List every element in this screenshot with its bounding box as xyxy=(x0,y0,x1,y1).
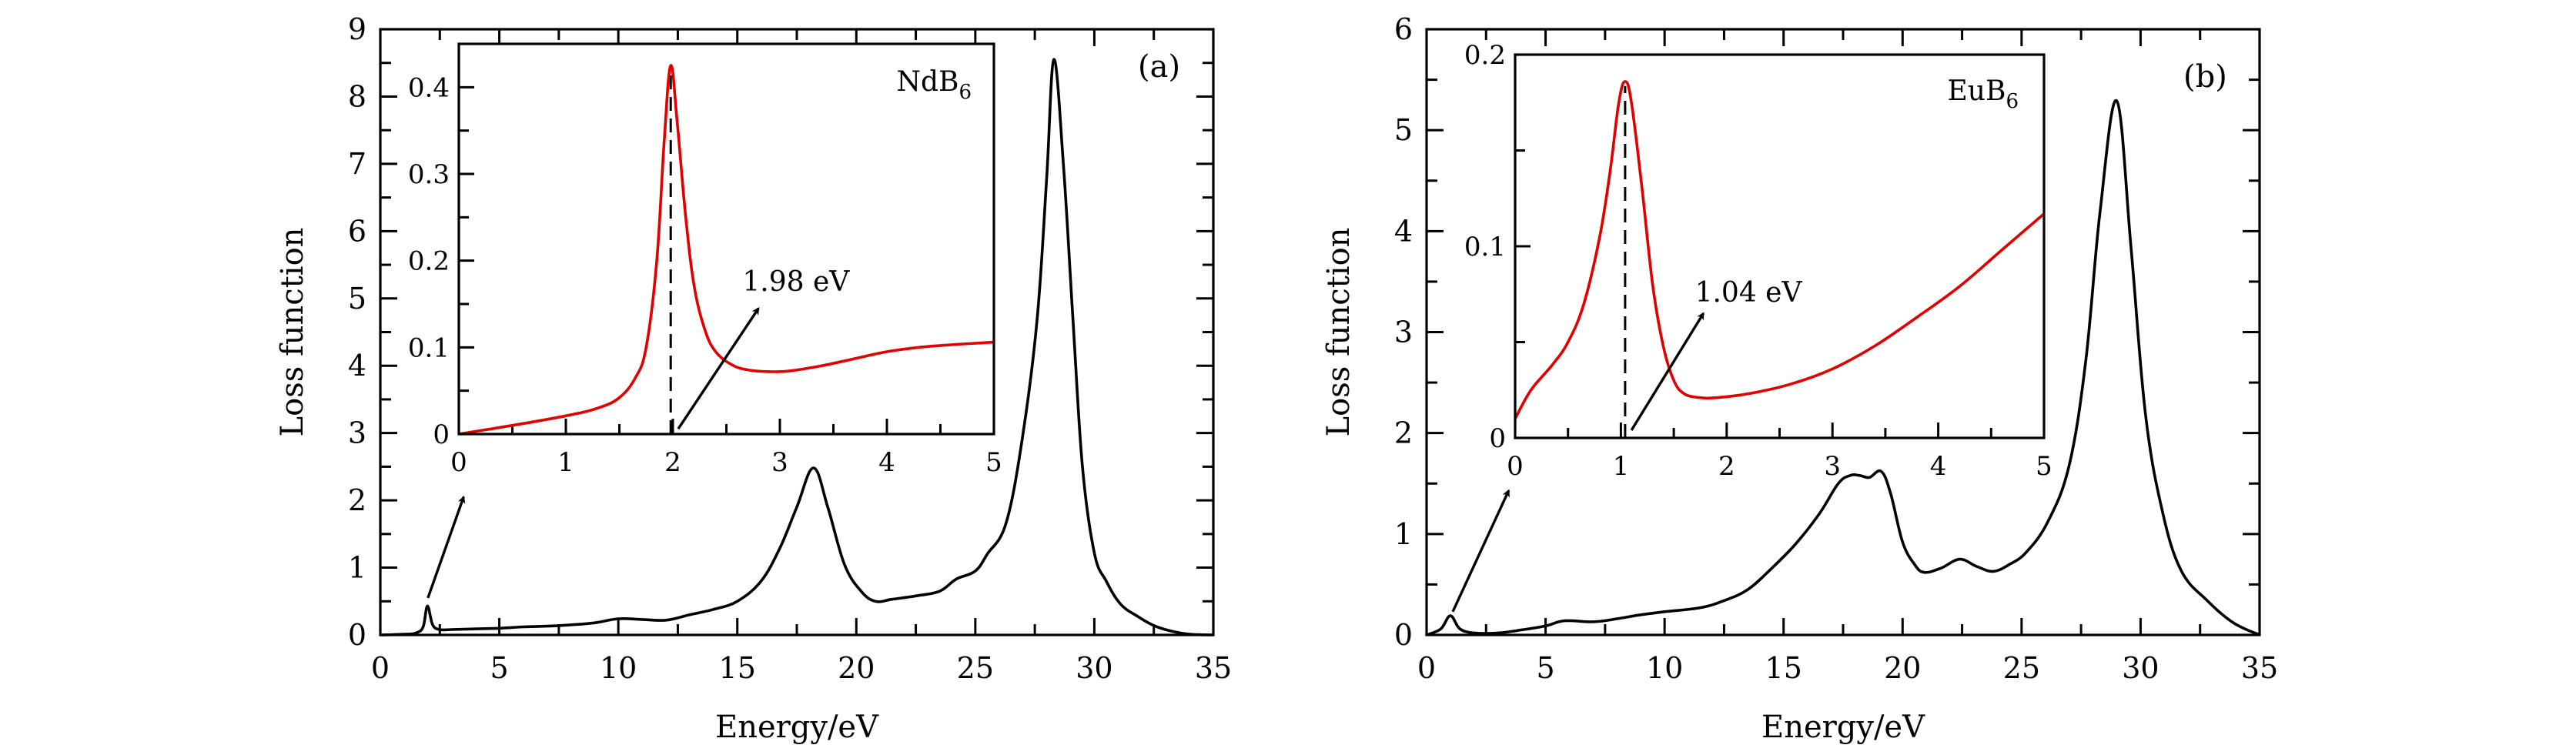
inset-x-tick-label: 4 xyxy=(878,447,895,478)
material-label-subscript: 6 xyxy=(958,81,972,104)
y-tick-label: 5 xyxy=(348,282,366,316)
panel-a-x-ticks: 0 5 10 15 20 25 30 35 xyxy=(371,29,1232,685)
panel-b-inset-background xyxy=(1515,55,2044,438)
y-tick-label: 1 xyxy=(1394,517,1413,551)
panel-b-axis-frame xyxy=(1425,28,2261,636)
panel-b-inset: 0 1 2 3 4 5 0 0.1 0.2 1.04 eV EuB6 xyxy=(1464,40,2052,482)
y-tick-label: 6 xyxy=(348,214,366,248)
inset-x-tick-label: 5 xyxy=(2036,451,2052,482)
y-tick-label: 7 xyxy=(348,147,366,181)
inset-x-tick-label: 4 xyxy=(1930,451,1947,482)
x-tick-label: 20 xyxy=(838,651,875,685)
x-tick-label: 5 xyxy=(1536,651,1554,685)
panel-a-inset-peak-label: 1.98 eV xyxy=(742,266,850,298)
panel-a-inset-y-ticks: 0 0.1 0.2 0.3 0.4 xyxy=(408,42,474,450)
x-tick-label: 25 xyxy=(2003,651,2040,685)
panel-a-inset: 0 1 2 3 4 5 0 0.1 0.2 0.3 0.4 1.98 eV NdB6 xyxy=(408,42,1002,478)
inset-x-tick-label: 0 xyxy=(1507,451,1524,482)
panel-b-inset-arrow xyxy=(1630,312,1705,431)
material-label-main: NdB xyxy=(896,66,958,98)
panel-b-inset-y-ticks: 0 0.1 0.2 xyxy=(1464,40,1531,454)
material-label-main: EuB xyxy=(1948,75,2006,107)
y-tick-label: 3 xyxy=(1394,316,1413,349)
panel-b-y-axis-title: Loss function xyxy=(1321,228,1357,437)
inset-y-tick-label: 0.1 xyxy=(1464,232,1506,262)
x-tick-label: 15 xyxy=(1765,651,1802,685)
y-tick-label: 5 xyxy=(1394,113,1413,147)
material-label-subscript: 6 xyxy=(2006,90,2019,113)
y-tick-label: 2 xyxy=(348,483,366,517)
x-tick-label: 35 xyxy=(1195,651,1232,685)
panel-b-inset-frame xyxy=(1514,53,2046,439)
panel-b-inset-material-label: EuB6 xyxy=(1948,75,2019,113)
y-tick-label: 8 xyxy=(348,79,366,113)
panel-b-inset-peak-label: 1.04 eV xyxy=(1695,277,1803,309)
panel-a-inset-x-ticks: 0 1 2 3 4 5 xyxy=(450,419,1002,478)
inset-x-tick-label: 5 xyxy=(985,447,1002,478)
panel-a-y-ticks: 0 1 2 3 4 5 6 7 8 9 xyxy=(348,12,1213,652)
x-tick-label: 0 xyxy=(1417,651,1436,685)
panel-a-inset-frame xyxy=(457,42,995,436)
inset-y-tick-label: 0.4 xyxy=(408,72,450,103)
x-tick-label: 35 xyxy=(2241,651,2278,685)
panel-a-x-axis-title: Energy/eV xyxy=(715,710,879,745)
y-tick-label: 4 xyxy=(348,349,366,383)
panel-b-arrow xyxy=(1451,489,1510,613)
inset-y-tick-label: 0.2 xyxy=(408,246,450,277)
x-tick-label: 5 xyxy=(490,651,508,685)
panel-b-tag: (b) xyxy=(2183,59,2227,95)
panel-a-axis-frame xyxy=(379,28,1215,636)
panel-a-main-curve xyxy=(380,58,1214,636)
panel-a-inset-curve xyxy=(458,64,995,436)
inset-x-tick-label: 0 xyxy=(450,447,467,478)
inset-x-tick-label: 3 xyxy=(1824,451,1841,482)
inset-x-tick-label: 2 xyxy=(664,447,681,478)
inset-y-tick-label: 0.2 xyxy=(1464,40,1506,71)
panel-b-inset-curve xyxy=(1514,80,2046,419)
inset-x-tick-label: 3 xyxy=(771,447,788,478)
panel-b-main-curve xyxy=(1426,99,2260,636)
y-tick-label: 0 xyxy=(1394,618,1413,652)
inset-x-tick-label: 1 xyxy=(1613,451,1630,482)
inset-y-tick-label: 0 xyxy=(433,419,450,450)
panel-b-y-ticks: 0 1 2 3 4 5 6 xyxy=(1394,12,2260,652)
x-tick-label: 0 xyxy=(371,651,390,685)
panel-a-tag: (a) xyxy=(1138,49,1180,85)
panel-a-arrow xyxy=(427,495,466,599)
inset-x-tick-label: 2 xyxy=(1718,451,1735,482)
x-tick-label: 10 xyxy=(600,651,637,685)
inset-y-tick-label: 0.1 xyxy=(408,332,450,363)
panel-a-inset-arrow xyxy=(677,306,760,430)
panel-a-inset-background xyxy=(459,44,994,434)
x-tick-label: 20 xyxy=(1884,651,1921,685)
y-tick-label: 4 xyxy=(1394,214,1413,248)
panel-a-inset-material-label: NdB6 xyxy=(896,66,972,104)
inset-x-tick-label: 1 xyxy=(557,447,574,478)
inset-y-tick-label: 0 xyxy=(1489,423,1506,454)
y-tick-label: 2 xyxy=(1394,416,1413,450)
x-tick-label: 30 xyxy=(1076,651,1112,685)
y-tick-label: 0 xyxy=(348,618,366,652)
x-tick-label: 30 xyxy=(2122,651,2159,685)
y-tick-label: 6 xyxy=(1394,12,1413,46)
x-tick-label: 15 xyxy=(719,651,756,685)
panel-b-inset-x-ticks: 0 1 2 3 4 5 xyxy=(1507,423,2052,482)
y-tick-label: 3 xyxy=(348,416,366,450)
inset-y-tick-label: 0.3 xyxy=(408,159,450,190)
x-tick-label: 10 xyxy=(1646,651,1683,685)
y-tick-label: 9 xyxy=(348,12,366,46)
panel-b-x-axis-title: Energy/eV xyxy=(1761,710,1925,745)
x-tick-label: 25 xyxy=(957,651,994,685)
panel-a-y-axis-title: Loss function xyxy=(275,228,310,437)
y-tick-label: 1 xyxy=(348,551,366,585)
